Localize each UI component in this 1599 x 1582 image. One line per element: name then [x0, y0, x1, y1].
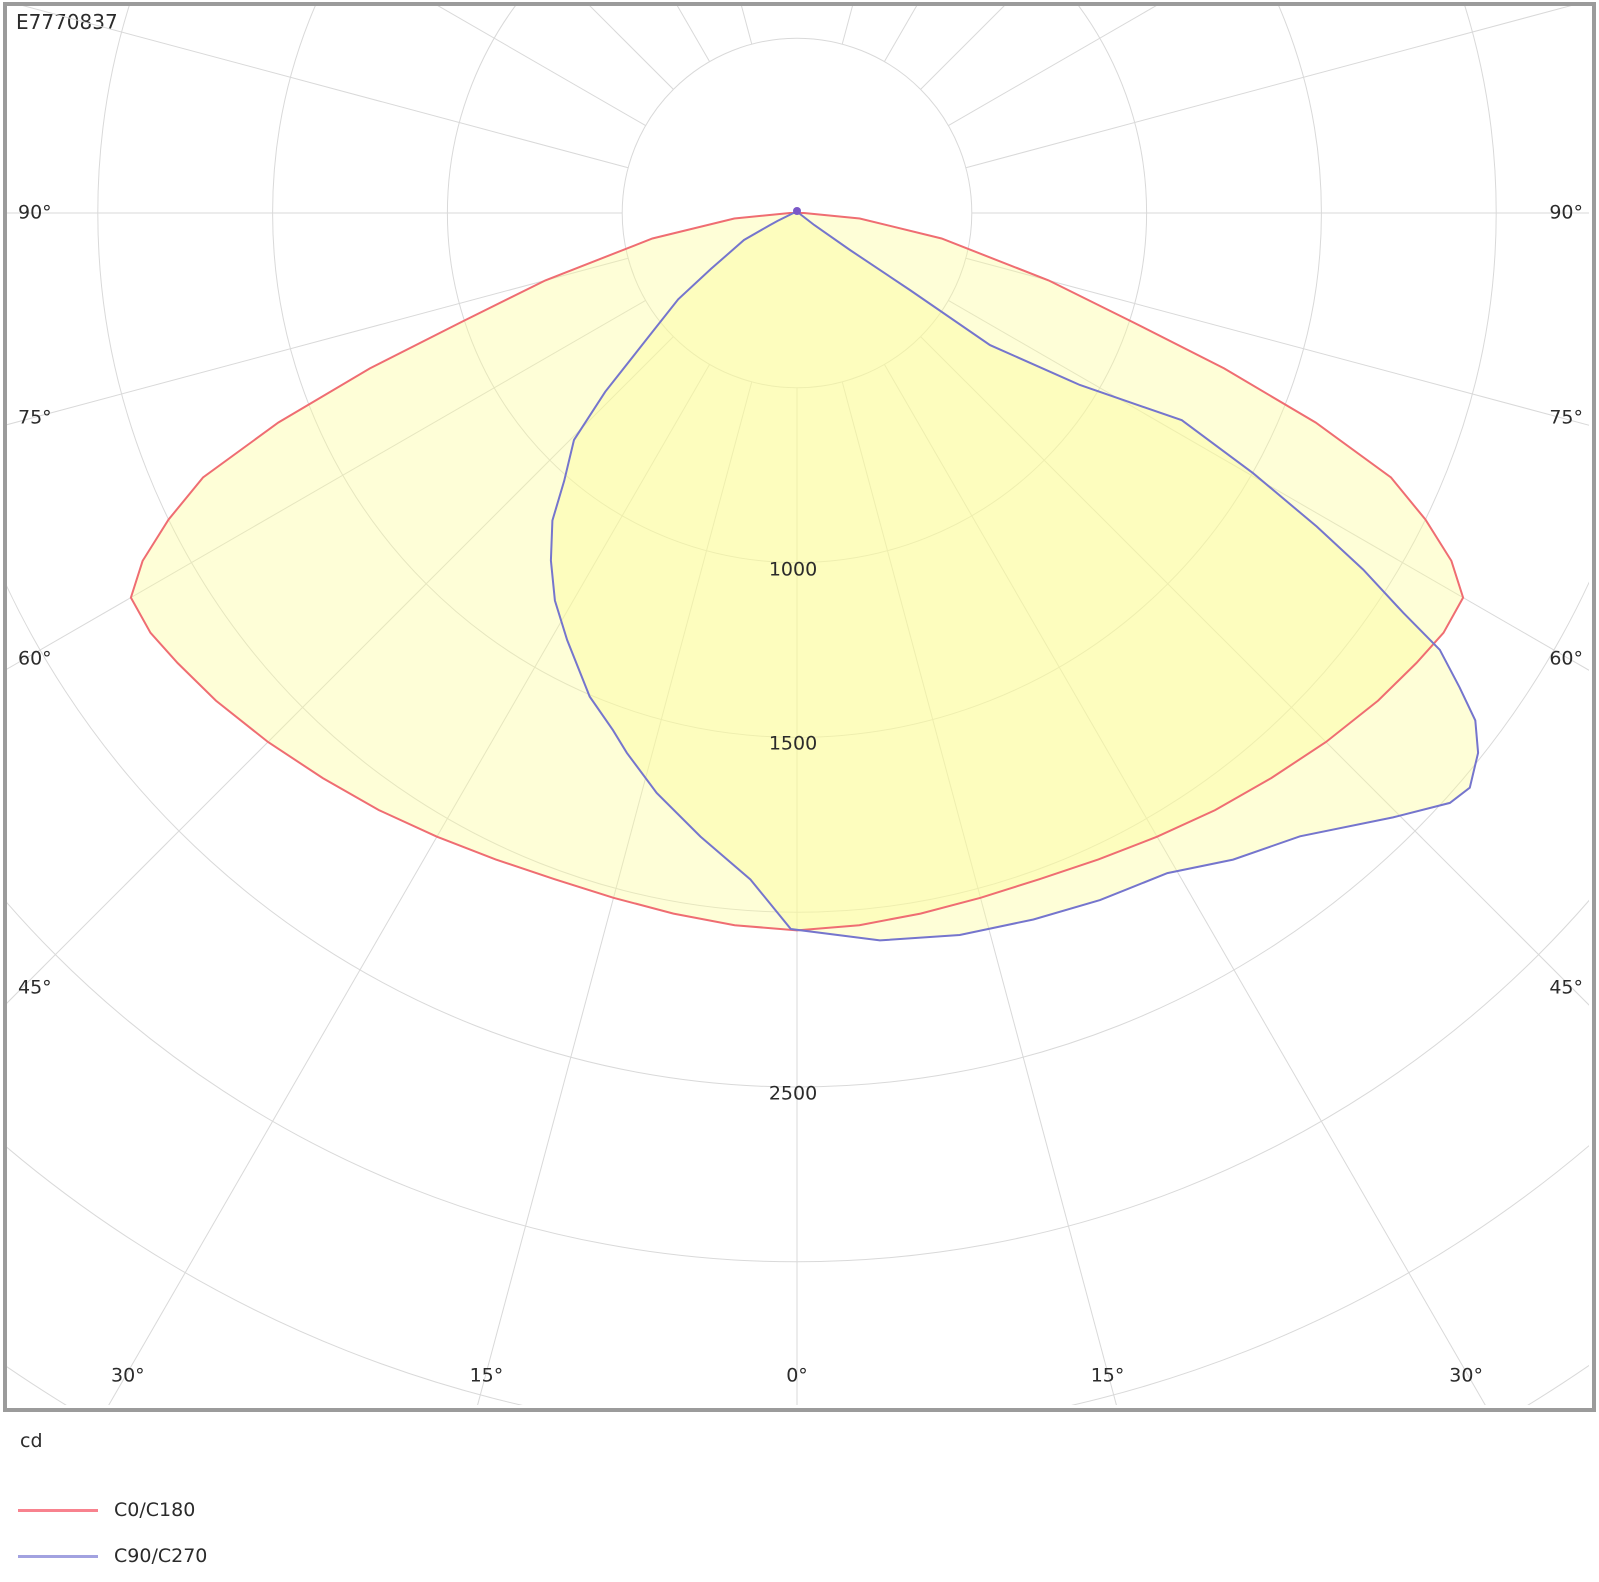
- grid-radial: [676, 6, 711, 62]
- legend-line-icon: [18, 1508, 98, 1512]
- legend-row-C0/C180: C0/C180: [18, 1496, 207, 1524]
- angle-label-left-60: 60°: [18, 647, 52, 670]
- grid-radial: [7, 299, 646, 670]
- grid-radial: [841, 381, 1117, 1405]
- grid-radial: [7, 336, 674, 1004]
- curve-C90/C270: [549, 212, 1480, 942]
- series-fills: [130, 213, 1479, 941]
- fill-C90/C270: [550, 213, 1479, 941]
- angle-label-left-45: 45°: [18, 976, 52, 999]
- grid-radial: [965, 6, 1572, 169]
- angle-label-right-90: 90°: [1549, 201, 1583, 224]
- grid-radial: [883, 364, 1486, 1405]
- legend-line-icon: [18, 1554, 98, 1558]
- chart-title: E7770837: [16, 10, 118, 34]
- ring-label-2500: 2500: [768, 1082, 818, 1105]
- origin-dot: [793, 207, 801, 215]
- legend-row-C90/C270: C90/C270: [18, 1542, 207, 1570]
- grid-radial: [948, 299, 1589, 671]
- grid-radial: [883, 6, 918, 62]
- unit-label: cd: [20, 1430, 43, 1452]
- grid-radial: [437, 6, 646, 127]
- grid-radial: [108, 364, 711, 1405]
- grid-radial: [841, 6, 853, 45]
- legend-label: C0/C180: [114, 1499, 196, 1521]
- ring-label-1500: 1500: [768, 732, 818, 755]
- legend-label: C90/C270: [114, 1545, 208, 1567]
- angle-label-bottom--15: 15°: [469, 1364, 504, 1387]
- curve-C0/C180: [129, 212, 1465, 932]
- angle-label-right-45: 45°: [1549, 976, 1583, 999]
- grid-radial: [920, 336, 1589, 1006]
- grid-radial: [965, 257, 1589, 426]
- angle-label-bottom-30: 30°: [1449, 1364, 1483, 1387]
- ring-label-1000: 1000: [768, 558, 818, 581]
- grid-radial: [477, 381, 753, 1405]
- grid-radial: [589, 6, 674, 90]
- grid-radial: [7, 257, 629, 426]
- plot-frame: [3, 2, 1596, 1412]
- angle-label-left-75: 75°: [18, 406, 52, 429]
- series-lines: [129, 212, 1480, 942]
- fill-C0/C180: [130, 213, 1464, 931]
- angle-label-bottom-15: 15°: [1090, 1364, 1125, 1387]
- angle-label-right-75: 75°: [1549, 406, 1583, 429]
- grid-radial: [741, 6, 753, 45]
- grid-radial: [920, 6, 1005, 90]
- legend: C0/C180 C90/C270: [18, 1496, 207, 1582]
- angle-label-left-90: 90°: [18, 201, 52, 224]
- angle-label-bottom-0: 0°: [786, 1364, 808, 1387]
- grid-radial: [948, 6, 1157, 127]
- angle-label-right-60: 60°: [1549, 647, 1583, 670]
- grid-radial: [22, 6, 629, 169]
- angle-label-bottom--30: 30°: [111, 1364, 145, 1387]
